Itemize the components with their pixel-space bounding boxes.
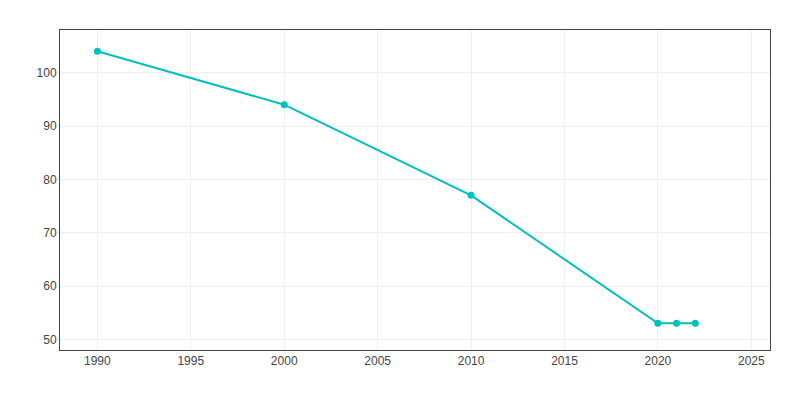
svg-text:1990: 1990	[84, 354, 111, 368]
svg-text:2010: 2010	[458, 354, 485, 368]
svg-text:90: 90	[43, 119, 57, 133]
svg-text:80: 80	[43, 173, 57, 187]
svg-text:2005: 2005	[364, 354, 391, 368]
svg-text:2015: 2015	[551, 354, 578, 368]
svg-text:100: 100	[37, 66, 57, 80]
svg-text:2025: 2025	[738, 354, 765, 368]
svg-text:60: 60	[43, 279, 57, 293]
svg-text:50: 50	[43, 333, 57, 347]
svg-text:70: 70	[43, 226, 57, 240]
svg-text:1995: 1995	[177, 354, 204, 368]
svg-text:2000: 2000	[271, 354, 298, 368]
svg-text:2020: 2020	[645, 354, 672, 368]
